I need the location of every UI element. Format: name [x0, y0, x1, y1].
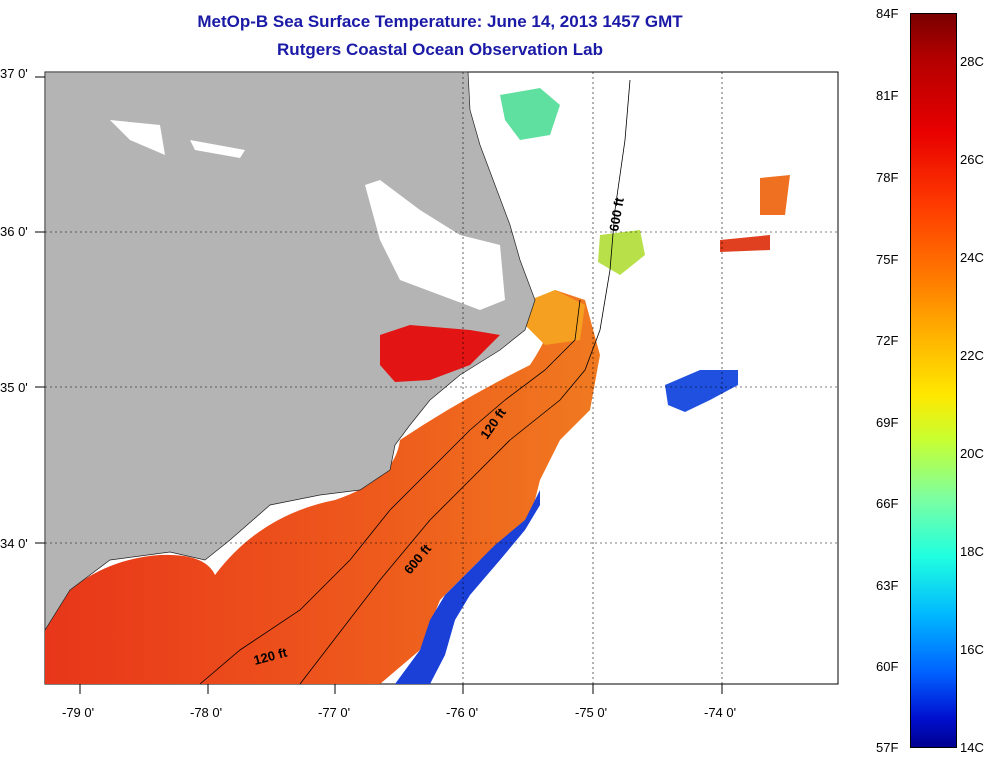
contour-120ft: [199, 299, 581, 685]
colorbar-f-label: 57F: [876, 740, 899, 755]
colorbar-f-label: 84F: [876, 6, 899, 21]
temperature-colorbar: [910, 13, 957, 748]
colorbar-c-label: 28C: [960, 54, 984, 69]
map-subtitle: Rutgers Coastal Ocean Observation Lab: [277, 40, 603, 59]
green-patch: [598, 230, 645, 275]
orange-patch: [760, 175, 790, 215]
colorbar-c-label: 20C: [960, 446, 984, 461]
sound-pamlico: [380, 325, 500, 382]
sound-albemarle: [365, 180, 505, 310]
cyan-patch-north: [500, 88, 560, 140]
lat-label: 34 0': [0, 536, 28, 551]
warm-patch: [525, 290, 585, 345]
colorbar-c-label: 22C: [960, 348, 984, 363]
colorbar-c-label: 24C: [960, 250, 984, 265]
lat-label: 36 0': [0, 224, 28, 239]
colorbar-c-label: 18C: [960, 544, 984, 559]
lake: [110, 120, 165, 155]
lon-label: -79 0': [62, 705, 95, 720]
lon-label: -78 0': [190, 705, 223, 720]
lon-label: -74 0': [704, 705, 737, 720]
colorbar-f-label: 63F: [876, 578, 899, 593]
cold-water: [395, 490, 540, 684]
colorbar-f-label: 72F: [876, 333, 899, 348]
colorbar-c-label: 14C: [960, 740, 984, 755]
colorbar-c-label: 26C: [960, 152, 984, 167]
river: [190, 140, 245, 158]
lat-label: 37 0': [0, 66, 28, 81]
colorbar-f-label: 60F: [876, 659, 899, 674]
colorbar-f-label: 81F: [876, 88, 899, 103]
colorbar-f-label: 75F: [876, 252, 899, 267]
lon-label: -77 0': [318, 705, 351, 720]
colorbar-f-label: 69F: [876, 415, 899, 430]
axis-ticks: [35, 76, 723, 694]
contour-600ft: [299, 79, 631, 685]
lat-label: 35 0': [0, 380, 28, 395]
colorbar-c-label: 16C: [960, 642, 984, 657]
cold-patch: [665, 370, 738, 412]
map-title: MetOp-B Sea Surface Temperature: June 14…: [197, 12, 683, 31]
lon-label: -76 0': [446, 705, 479, 720]
warm-water: [45, 290, 600, 684]
contour-label-600-north: 600 ft: [606, 196, 627, 233]
colorbar-f-label: 78F: [876, 170, 899, 185]
colorbar-f-label: 66F: [876, 496, 899, 511]
lon-label: -75 0': [575, 705, 608, 720]
red-patch: [720, 235, 770, 252]
graticule: [45, 72, 838, 684]
